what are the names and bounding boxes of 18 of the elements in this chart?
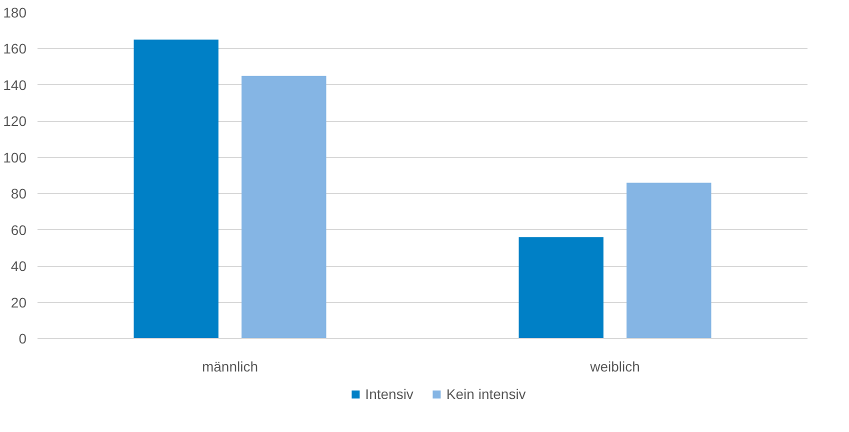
bar <box>518 237 604 338</box>
bar <box>626 182 712 338</box>
y-tick-label: 120 <box>3 113 27 130</box>
legend-label: Kein intensiv <box>446 386 526 402</box>
y-tick-label: 160 <box>3 40 27 57</box>
y-tick-label: 180 <box>3 4 27 20</box>
y-tick-label: 0 <box>18 330 27 346</box>
legend-label: Intensiv <box>365 386 414 402</box>
y-tick-label: 80 <box>10 186 27 202</box>
x-tick-label: männlich <box>202 358 258 374</box>
x-tick-label: weiblich <box>589 358 640 374</box>
y-tick-label: 20 <box>10 294 27 310</box>
bar <box>134 40 218 338</box>
y-tick-label: 60 <box>10 222 27 238</box>
y-tick-label: 100 <box>3 149 27 166</box>
y-tick-label: 140 <box>3 76 27 93</box>
bar <box>242 76 326 338</box>
y-tick-label: 40 <box>10 258 27 274</box>
